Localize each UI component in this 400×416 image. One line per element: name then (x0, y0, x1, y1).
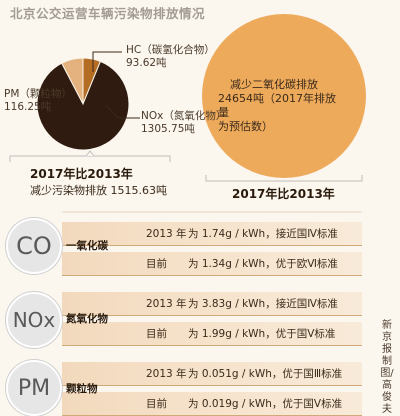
credit: 新京报制图/高俊夫 (380, 320, 394, 415)
nox-badge: NOx (6, 292, 62, 348)
pm-value: 116.25吨 (4, 101, 52, 113)
co-band-2013 (62, 222, 362, 246)
pm-band-2013 (62, 362, 362, 386)
right-caption: 2017年比2013年 (232, 187, 335, 201)
leader-line-nox (105, 104, 140, 119)
page-title: 北京公交运营车辆污染物排放情况 (10, 6, 206, 21)
nox-period-2013: 2013 年 (146, 298, 187, 310)
left-caption: 2017年比2013年 (30, 167, 133, 181)
co-badge: CO (6, 218, 62, 274)
co-text-2013: 为 1.74g / kWh，接近国Ⅳ标准 (188, 228, 338, 240)
co2-line-1: 减少二氧化碳排放 (230, 78, 318, 91)
pollutant-pie (36, 57, 130, 151)
co-name: 一氧化碳 (66, 240, 108, 252)
pm-name: 颗粒物 (66, 383, 98, 395)
hc-label: HC（碳氢化合物） (126, 44, 215, 56)
co2-line-2: 24654吨（2017年排放量 (218, 92, 336, 119)
left-bracket-notch (85, 150, 95, 157)
co-period-now: 目前 (146, 258, 167, 270)
pm-text-now: 为 0.019g / kWh，优于国Ⅴ标准 (188, 398, 343, 410)
pm-badge: PM (6, 360, 62, 416)
nox-band-2013 (62, 292, 362, 316)
co-period-2013: 2013 年 (146, 228, 187, 240)
pm-text-2013: 为 0.051g / kWh，优于国Ⅲ标准 (188, 368, 343, 380)
nox-text-now: 为 1.99g / kWh，优于国Ⅴ标准 (188, 328, 336, 340)
left-total: 减少污染物排放 1515.63吨 (30, 184, 167, 197)
pm-period-now: 目前 (146, 398, 167, 410)
co2-circle (202, 14, 366, 178)
co2-line-3: 为预估数） (218, 120, 273, 133)
pm-label: PM（颗粒物） (4, 88, 72, 100)
co2-circle-text: 减少二氧化碳排放 24654吨（2017年排放量 为预估数） (218, 78, 338, 134)
pm-period-2013: 2013 年 (146, 368, 187, 380)
nox-value: 1305.75吨 (141, 123, 195, 135)
co-text-now: 为 1.34g / kWh，优于欧Ⅵ标准 (188, 258, 338, 270)
nox-period-now: 目前 (146, 328, 167, 340)
left-bracket (9, 155, 171, 162)
nox-name: 氮氧化物 (66, 313, 108, 325)
pie-slice-nox (36, 60, 130, 151)
co-band-now (62, 252, 362, 276)
nox-label: NOx（氮氧化物） (141, 110, 227, 122)
right-bracket (205, 175, 363, 182)
hc-value: 93.62吨 (126, 57, 167, 69)
leader-line-hc (92, 51, 122, 72)
nox-band-now (62, 322, 362, 346)
nox-text-2013: 为 3.83g / kWh，接近国Ⅳ标准 (188, 298, 338, 310)
